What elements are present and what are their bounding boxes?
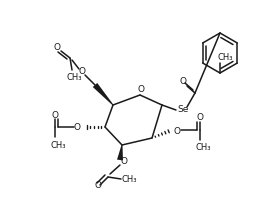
- Text: O: O: [179, 78, 187, 86]
- Polygon shape: [93, 83, 113, 105]
- Text: CH₃: CH₃: [195, 143, 211, 152]
- Text: O: O: [138, 84, 145, 94]
- Text: O: O: [52, 111, 58, 119]
- Text: O: O: [95, 181, 101, 189]
- Text: O: O: [74, 122, 80, 132]
- Text: O: O: [196, 113, 204, 122]
- Polygon shape: [117, 145, 123, 160]
- Text: Se: Se: [177, 105, 189, 114]
- Text: CH₃: CH₃: [50, 140, 66, 149]
- Text: O: O: [53, 43, 61, 51]
- Text: CH₃: CH₃: [217, 54, 233, 62]
- Text: O: O: [173, 127, 181, 137]
- Text: CH₃: CH₃: [66, 73, 82, 81]
- Text: O: O: [121, 157, 128, 167]
- Text: O: O: [79, 67, 85, 76]
- Text: CH₃: CH₃: [121, 175, 137, 184]
